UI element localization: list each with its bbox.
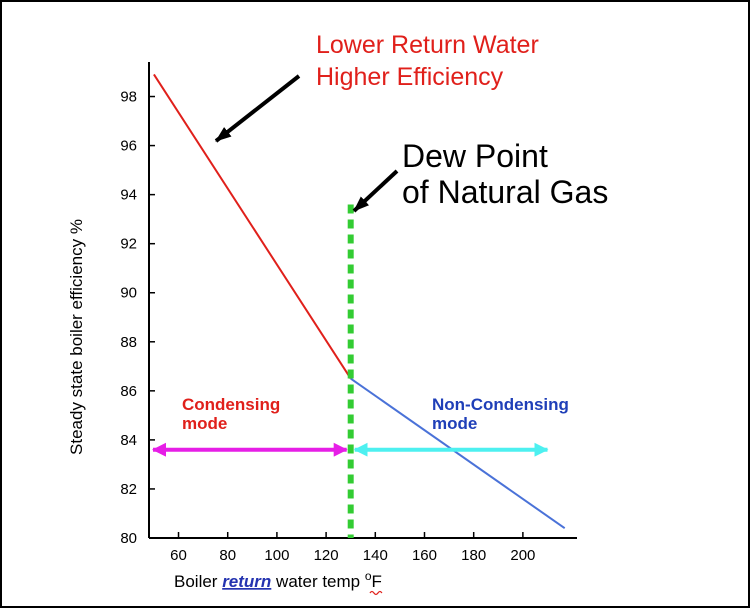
y-tick-label: 88 [120, 334, 137, 351]
condensing-mode-label: mode [182, 414, 227, 433]
non-condensing-label: Non-Condensing [432, 395, 569, 414]
x-tick-label: 120 [314, 547, 339, 564]
y-tick-label: 82 [120, 481, 137, 498]
x-tick-label: 180 [461, 547, 486, 564]
y-tick-label: 98 [120, 89, 137, 106]
x-axis-title-part: return [222, 572, 271, 591]
x-tick-label: 160 [412, 547, 437, 564]
series-line-1 [153, 73, 352, 380]
x-tick-label: 60 [170, 547, 187, 564]
x-axis-title-part: F [372, 572, 382, 591]
y-tick-label: 86 [120, 383, 137, 400]
x-axis-title-part: Boiler [174, 572, 222, 591]
annotation-natural-gas: of Natural Gas [402, 174, 608, 210]
x-tick-label: 80 [219, 547, 236, 564]
y-tick-label: 80 [120, 530, 137, 547]
x-axis-title: Boiler return water temp oF [174, 569, 382, 591]
y-tick-label: 84 [120, 432, 137, 449]
x-tick-label: 200 [510, 547, 535, 564]
condensing-label: Condensing [182, 395, 280, 414]
y-tick-label: 92 [120, 236, 137, 253]
annotation-higher-efficiency: Higher Efficiency [316, 63, 504, 91]
x-axis-title-part: water temp [271, 572, 365, 591]
non-condensing-mode-label: mode [432, 414, 477, 433]
x-axis-title-part: o [365, 569, 372, 583]
y-tick-label: 90 [120, 285, 137, 302]
y-tick-label: 96 [120, 138, 137, 155]
y-tick-label: 94 [120, 187, 137, 204]
x-tick-label: 140 [363, 547, 388, 564]
dew-point-pointer [352, 169, 399, 213]
spellcheck-squiggle [369, 590, 383, 596]
y-axis-title: Steady state boiler efficiency % [67, 219, 86, 455]
x-tick-label: 100 [264, 547, 289, 564]
annotation-lower-return: Lower Return Water [316, 31, 539, 59]
annotation-dew-point: Dew Point [402, 138, 548, 174]
lower-return-pointer [214, 74, 301, 143]
